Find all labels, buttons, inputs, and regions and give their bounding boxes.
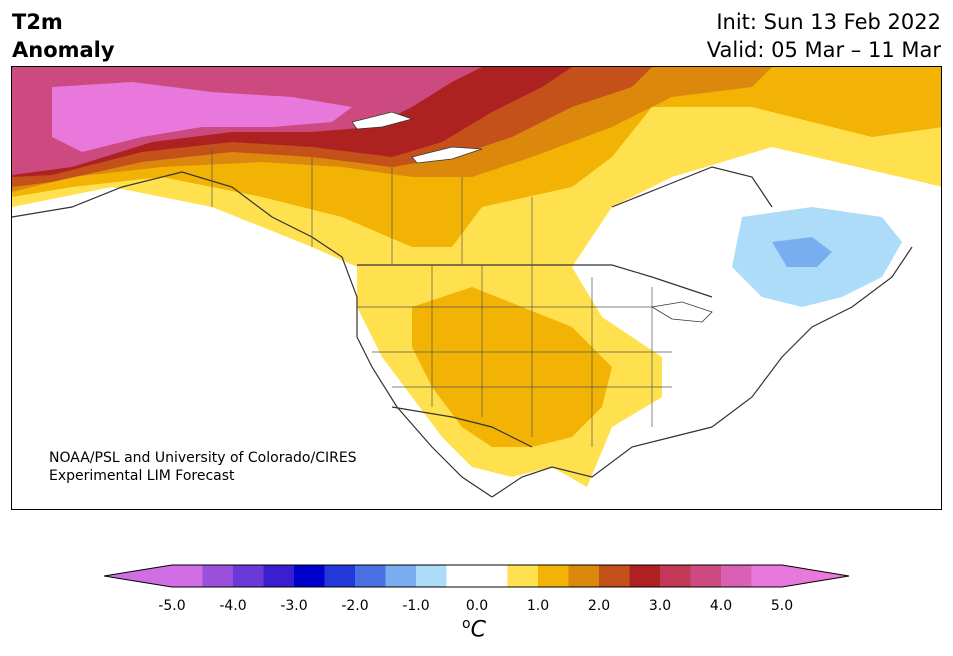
colorbar-cell (660, 565, 691, 587)
colorbar-cell (416, 565, 447, 587)
valid-date: Valid: 05 Mar – 11 Mar (706, 38, 941, 62)
colorbar-cell (263, 565, 295, 587)
colorbar-cell (202, 565, 234, 587)
unit-letter: C (470, 617, 486, 643)
great-bear-lake (351, 111, 414, 130)
unit-degree: o (462, 616, 471, 632)
gulf-coastline (491, 426, 713, 498)
warm-anomaly-fields (12, 67, 941, 487)
colorbar-cell (477, 565, 508, 587)
colorbar-tick-label: 1.0 (526, 598, 550, 614)
colorbar-tick-label: -1.0 (402, 598, 430, 614)
colorbar-cell (629, 565, 661, 587)
colorbar-outline (104, 564, 850, 588)
state-lines (211, 147, 672, 447)
atlantic-coastline (711, 246, 913, 428)
colorbar-tick-label: -4.0 (219, 598, 247, 614)
colorbar-cell (751, 565, 849, 587)
lakes (351, 111, 713, 323)
colorbar-tick-label: 4.0 (709, 598, 733, 614)
anomaly-map (11, 66, 942, 510)
colorbar-cell (233, 565, 264, 587)
colorbar-cell (446, 565, 478, 587)
map-borders (12, 166, 913, 498)
colorbar-unit: oC (462, 616, 486, 642)
colorbar-tick-label: -5.0 (158, 598, 186, 614)
cold-anomaly-fields (732, 207, 902, 307)
colorbar-tick-label: 3.0 (648, 598, 672, 614)
colorbar-cell (721, 565, 752, 587)
forecast-credit: NOAA/PSL and University of Colorado/CIRE… (49, 449, 357, 485)
us-mexico-border (391, 406, 533, 448)
title-line-1: T2m (12, 10, 63, 34)
pacific-coastline (12, 171, 493, 498)
colorbar-cell (385, 565, 417, 587)
colorbar-cell (538, 565, 569, 587)
forecast-dates: Init: Sun 13 Feb 2022 Valid: 05 Mar – 11… (707, 8, 941, 64)
anomaly-2c-southwest (412, 287, 612, 447)
map-title: T2m Anomaly (12, 8, 115, 64)
colorbar-tick-label: -2.0 (341, 598, 369, 614)
colorbar-cell (599, 565, 630, 587)
colorbar-cells (104, 565, 849, 587)
colorbar-tick-label: 2.0 (587, 598, 611, 614)
great-lakes (650, 301, 713, 323)
map-canvas (12, 67, 941, 498)
colorbar-cell (355, 565, 386, 587)
title-line-2: Anomaly (12, 38, 115, 62)
colorbar-cell (690, 565, 722, 587)
colorbar-cell (568, 565, 600, 587)
hudson-bay-coast (611, 166, 773, 208)
credit-line-2: Experimental LIM Forecast (49, 468, 235, 484)
colorbar-cell (324, 565, 356, 587)
colorbar-cell (104, 565, 203, 587)
colorbar-cell (507, 565, 539, 587)
great-slave-lake (411, 146, 483, 164)
colorbar-tick-label: 5.0 (770, 598, 794, 614)
colorbar-cell (294, 565, 325, 587)
credit-line-1: NOAA/PSL and University of Colorado/CIRE… (49, 450, 357, 466)
anomaly-minus2c-region (772, 237, 832, 267)
canada-us-border (357, 264, 713, 298)
colorbar (104, 564, 850, 588)
anomaly-7c-region (52, 82, 352, 152)
init-date: Init: Sun 13 Feb 2022 (716, 10, 941, 34)
colorbar-tick-label: -3.0 (280, 598, 308, 614)
colorbar-tick-label: 0.0 (465, 598, 489, 614)
